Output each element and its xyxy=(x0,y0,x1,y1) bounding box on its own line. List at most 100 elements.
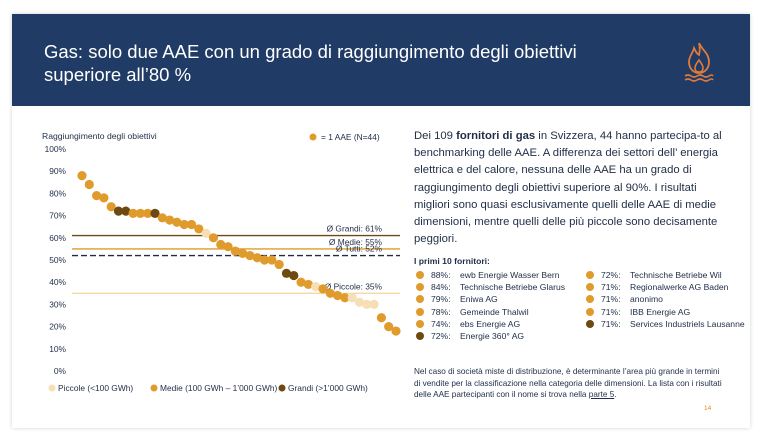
top10-pct: 72%: xyxy=(601,270,621,280)
data-point xyxy=(318,284,328,294)
intro-text-bold: fornitori di gas xyxy=(456,130,536,142)
data-point xyxy=(230,246,240,256)
footnote-text: Nel caso di società miste di distribuzio… xyxy=(414,367,722,399)
data-point xyxy=(325,288,335,298)
data-point xyxy=(340,293,350,303)
data-point xyxy=(376,313,386,323)
part5-link[interactable]: parte 5 xyxy=(588,390,615,399)
top10-pct: 72%: xyxy=(431,331,451,341)
data-point xyxy=(165,215,175,225)
legend-dot-grandi xyxy=(278,384,286,392)
top10-name: Regionalwerke AG Baden xyxy=(630,282,729,293)
data-point xyxy=(143,208,153,218)
data-point xyxy=(172,217,182,227)
average-label-tutti: Ø Tutti: 52% xyxy=(336,244,383,254)
data-point xyxy=(245,250,255,261)
y-tick-label: 40% xyxy=(49,277,66,287)
data-point xyxy=(354,297,365,307)
data-point xyxy=(99,193,109,203)
legend-label-medie: Medie (100 GWh – 1’000 GWh) xyxy=(160,383,278,393)
category-dot xyxy=(586,307,594,316)
data-point xyxy=(77,171,87,181)
y-tick-label: 80% xyxy=(49,188,66,198)
legend-dot-aae xyxy=(309,133,317,141)
legend-label-grandi: Grandi (>1’000 GWh) xyxy=(288,383,368,393)
legend-dot-medie xyxy=(150,384,158,392)
top10-heading: I primi 10 fornitori: xyxy=(414,256,490,266)
data-point xyxy=(121,206,131,216)
data-point xyxy=(113,206,124,216)
y-tick-label: 30% xyxy=(49,299,66,309)
data-point xyxy=(274,259,284,270)
category-dot xyxy=(416,332,424,340)
top10-pct: 88%: xyxy=(431,270,451,280)
category-dot xyxy=(586,283,594,292)
data-point xyxy=(391,326,401,336)
category-dot xyxy=(586,271,594,279)
top10-pct: 71%: xyxy=(601,294,621,305)
data-point xyxy=(223,242,233,252)
top10-name: Services Industriels Lausanne xyxy=(630,318,745,329)
footnote-end: . xyxy=(614,390,617,399)
data-point xyxy=(311,282,321,292)
data-point xyxy=(296,277,306,287)
top10-pct: 71%: xyxy=(601,318,621,329)
data-point xyxy=(332,290,343,301)
top10-pct: 79%: xyxy=(431,294,451,305)
top10-pct: 71%: xyxy=(601,306,621,317)
data-point xyxy=(128,208,138,218)
y-tick-label: 50% xyxy=(49,255,66,265)
data-point xyxy=(384,322,394,332)
data-point xyxy=(157,213,167,223)
y-tick-label: 70% xyxy=(49,211,66,221)
data-point xyxy=(106,202,116,212)
average-label-grandi: Ø Grandi: 61% xyxy=(327,224,383,234)
category-dot xyxy=(416,307,424,316)
data-point xyxy=(369,299,379,309)
top10-pct: 84%: xyxy=(431,282,451,293)
top10-pct: 71%: xyxy=(601,282,621,293)
category-dot xyxy=(416,271,424,279)
category-dot xyxy=(586,319,594,328)
top10-name: IBB Energie AG xyxy=(630,306,691,317)
data-point xyxy=(281,268,292,278)
data-point xyxy=(267,255,277,265)
top10-name: Technische Betriebe Wil xyxy=(630,270,722,280)
scatter-chart: Raggiungimento degli obiettivi 0% 10% 20% 30… xyxy=(42,131,401,393)
data-point xyxy=(347,293,357,303)
top10-pct: 74%: xyxy=(431,318,451,329)
data-point xyxy=(201,228,211,238)
data-point xyxy=(252,253,262,263)
data-point xyxy=(303,279,313,290)
page-title: Gas: solo due AAE con un grado di raggiu… xyxy=(44,41,577,85)
category-dot xyxy=(416,283,424,292)
y-tick-label: 100% xyxy=(45,144,67,154)
intro-text-a: Dei 109 xyxy=(414,130,457,142)
y-tick-label: 0% xyxy=(54,366,67,376)
data-point xyxy=(362,299,372,309)
top10-name: ewb Energie Wasser Bern xyxy=(460,270,560,280)
data-point xyxy=(259,255,270,265)
page-number: 14 xyxy=(704,405,712,412)
top10-name: Technische Betriebe Glarus xyxy=(460,282,566,293)
data-point xyxy=(208,233,219,243)
data-point xyxy=(238,248,248,258)
top10-list: 88%: ewb Energie Wasser Bern 84%: Technisch… xyxy=(414,270,745,360)
intro-text-b: in Svizzera, 44 hanno partecipa-to al be… xyxy=(414,130,722,246)
top10-pct: 78%: xyxy=(431,306,451,317)
slide: Gas: solo due AAE con un grado di raggiu… xyxy=(12,14,750,428)
y-tick-label: 90% xyxy=(49,166,66,176)
y-tick-label: 10% xyxy=(49,344,66,354)
y-axis-label: Raggiungimento degli obiettivi xyxy=(42,131,157,141)
category-dot xyxy=(416,319,424,328)
data-point xyxy=(194,224,204,234)
top10-name: Eniwa AG xyxy=(460,294,498,305)
y-tick-label: 20% xyxy=(49,322,66,332)
legend-dot-piccole xyxy=(48,384,56,392)
legend-label-piccole: Piccole (<100 GWh) xyxy=(58,383,133,393)
data-point xyxy=(135,208,146,218)
top10-name: Energie 360° AG xyxy=(460,331,525,341)
legend-aae-label: = 1 AAE (N=44) xyxy=(321,132,380,142)
data-point xyxy=(216,239,226,250)
data-point xyxy=(289,270,299,281)
